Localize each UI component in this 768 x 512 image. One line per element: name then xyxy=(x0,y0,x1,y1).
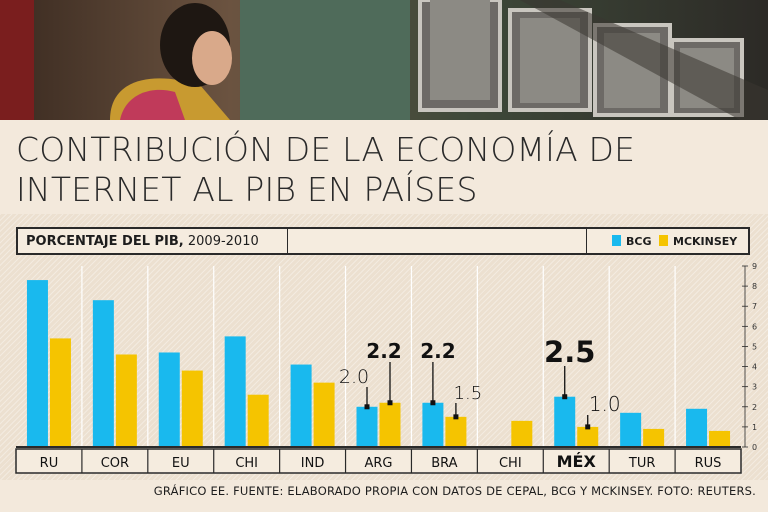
x-tick-label: CHI xyxy=(499,456,522,471)
subheader-divider xyxy=(586,229,587,253)
y-tick-label: 4 xyxy=(752,363,757,372)
annotation-dot xyxy=(562,394,568,400)
bar-mckinsey xyxy=(181,370,203,447)
y-tick-label: 8 xyxy=(752,282,757,291)
woman-at-computer-photo xyxy=(0,0,768,120)
annotation-dot xyxy=(387,400,393,406)
bar-bcg xyxy=(224,336,246,447)
bar-bcg xyxy=(554,396,576,447)
legend-swatch-bcg xyxy=(612,235,621,246)
bar-bcg xyxy=(422,402,444,447)
bar-bcg xyxy=(92,300,114,447)
legend-item-mckinsey: MCKINSEY xyxy=(659,235,737,248)
category-label-row xyxy=(15,448,742,474)
x-tick-label: EU xyxy=(172,456,190,471)
y-tick-label: 7 xyxy=(752,302,757,311)
x-tick-label: RUS xyxy=(695,456,722,471)
data-label: 1.0 xyxy=(589,392,621,416)
x-tick-label: RU xyxy=(40,456,59,471)
bar-mckinsey xyxy=(709,430,731,447)
subheader-divider xyxy=(287,229,288,253)
bar-bcg xyxy=(290,364,312,447)
y-tick-label: 6 xyxy=(752,322,757,331)
legend-label-mckinsey: MCKINSEY xyxy=(673,235,738,248)
bar-bcg xyxy=(620,412,642,447)
x-tick-label: BRA xyxy=(431,456,457,471)
x-tick-label: ARG xyxy=(365,456,393,471)
bar-mckinsey xyxy=(49,338,71,447)
bar-mckinsey xyxy=(445,416,467,447)
legend-label-bcg: BCG xyxy=(626,235,652,248)
bar-mckinsey xyxy=(115,354,137,447)
annotation-dot xyxy=(585,424,591,430)
data-label: 2.2 xyxy=(420,339,455,363)
x-tick-label: MÉX xyxy=(557,452,597,471)
source-note: GRÁFICO EE. FUENTE: ELABORADO PROPIA CON… xyxy=(153,484,756,498)
bar-bcg xyxy=(686,408,708,447)
data-label: 2.5 xyxy=(544,335,595,369)
chart-subheader: PORCENTAJE DEL PIB, 2009-2010 BCG MCKINS… xyxy=(16,227,750,255)
bar-bcg xyxy=(158,352,180,447)
bar-mckinsey xyxy=(313,382,335,447)
bar-bcg xyxy=(26,280,48,447)
y-tick-label: 1 xyxy=(752,423,757,432)
bar-mckinsey xyxy=(577,426,599,447)
data-label: 2.0 xyxy=(339,366,369,388)
subtitle-bold: PORCENTAJE DEL PIB, xyxy=(26,234,184,249)
annotation-dot xyxy=(430,400,436,406)
subtitle-range: 2009-2010 xyxy=(183,234,259,249)
y-tick-label: 2 xyxy=(752,403,757,412)
bar-chart: 2.0 2.2 2.2 1.5 2.5 1.0 RU COR EU CHI IND ARG BRA CHI… xyxy=(15,262,757,474)
data-label: 2.2 xyxy=(366,339,401,363)
y-tick-label: 0 xyxy=(752,443,757,452)
bar-mckinsey xyxy=(247,394,269,447)
data-label: 1.5 xyxy=(454,383,483,404)
y-tick-label: 9 xyxy=(752,262,757,271)
x-tick-label: CHI xyxy=(235,456,258,471)
bar-bcg xyxy=(356,406,378,447)
bar-mckinsey xyxy=(643,428,665,447)
x-tick-label: COR xyxy=(101,456,129,471)
legend-swatch-mckinsey xyxy=(659,235,668,246)
subtitle: PORCENTAJE DEL PIB, 2009-2010 xyxy=(26,234,259,249)
y-tick-label: 3 xyxy=(752,383,757,392)
x-tick-label: IND xyxy=(301,456,325,471)
annotation-dot xyxy=(453,414,459,420)
bar-mckinsey xyxy=(511,420,533,447)
bar-mckinsey xyxy=(379,402,401,447)
x-tick-label: TUR xyxy=(628,456,656,471)
y-tick-label: 5 xyxy=(752,342,757,351)
legend-item-bcg: BCG xyxy=(612,235,652,248)
annotation-dot xyxy=(364,404,370,410)
